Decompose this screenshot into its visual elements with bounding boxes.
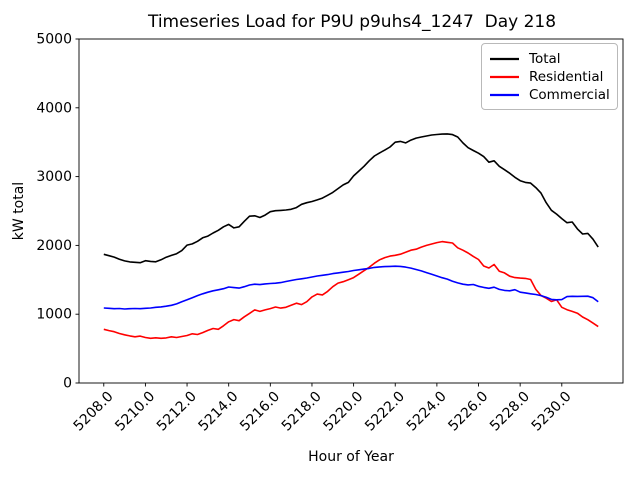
x-tick-label: 5226.0 [445, 389, 491, 435]
y-tick-label: 0 [63, 376, 72, 392]
y-axis-ticks: 0 1000 2000 3000 4000 5000 [36, 32, 79, 392]
x-tick-label: 5222.0 [362, 389, 408, 435]
legend-item-total: Total [489, 50, 609, 68]
y-tick-label: 3000 [36, 169, 72, 185]
x-axis-label: Hour of Year [308, 449, 394, 465]
x-tick-label: 5214.0 [196, 389, 242, 435]
y-tick-label: 5000 [36, 32, 72, 48]
legend: Total Residential Commercial [481, 43, 618, 110]
x-tick-label: 5208.0 [71, 389, 117, 435]
x-axis-ticks: 5208.05210.05212.05214.05216.05218.05220… [71, 383, 575, 434]
y-tick-label: 2000 [36, 238, 72, 254]
legend-label-residential: Residential [529, 69, 604, 85]
x-tick-label: 5210.0 [112, 389, 158, 435]
legend-item-residential: Residential [489, 68, 609, 86]
x-tick-label: 5230.0 [529, 389, 575, 435]
legend-item-commercial: Commercial [489, 86, 610, 104]
x-tick-label: 5228.0 [487, 389, 533, 435]
chart-title: Timeseries Load for P9U p9uhs4_1247 Day … [147, 12, 557, 32]
axes-frame [78, 38, 624, 384]
series-line-commercial [103, 265, 599, 310]
y-tick-label: 1000 [36, 307, 72, 323]
x-tick-label: 5220.0 [320, 389, 366, 435]
legend-label-total: Total [529, 51, 561, 67]
x-tick-label: 5218.0 [279, 389, 325, 435]
x-tick-label: 5216.0 [237, 389, 283, 435]
x-tick-label: 5224.0 [404, 389, 450, 435]
legend-label-commercial: Commercial [529, 87, 610, 103]
series-line-residential [103, 240, 599, 340]
x-tick-label: 5212.0 [154, 389, 200, 435]
series-line-total [103, 133, 599, 264]
commercial-line-icon [490, 93, 519, 97]
residential-line-icon [490, 75, 519, 79]
y-tick-label: 4000 [36, 100, 72, 116]
total-line-icon [490, 57, 519, 61]
y-axis-label: kW total [11, 181, 27, 241]
